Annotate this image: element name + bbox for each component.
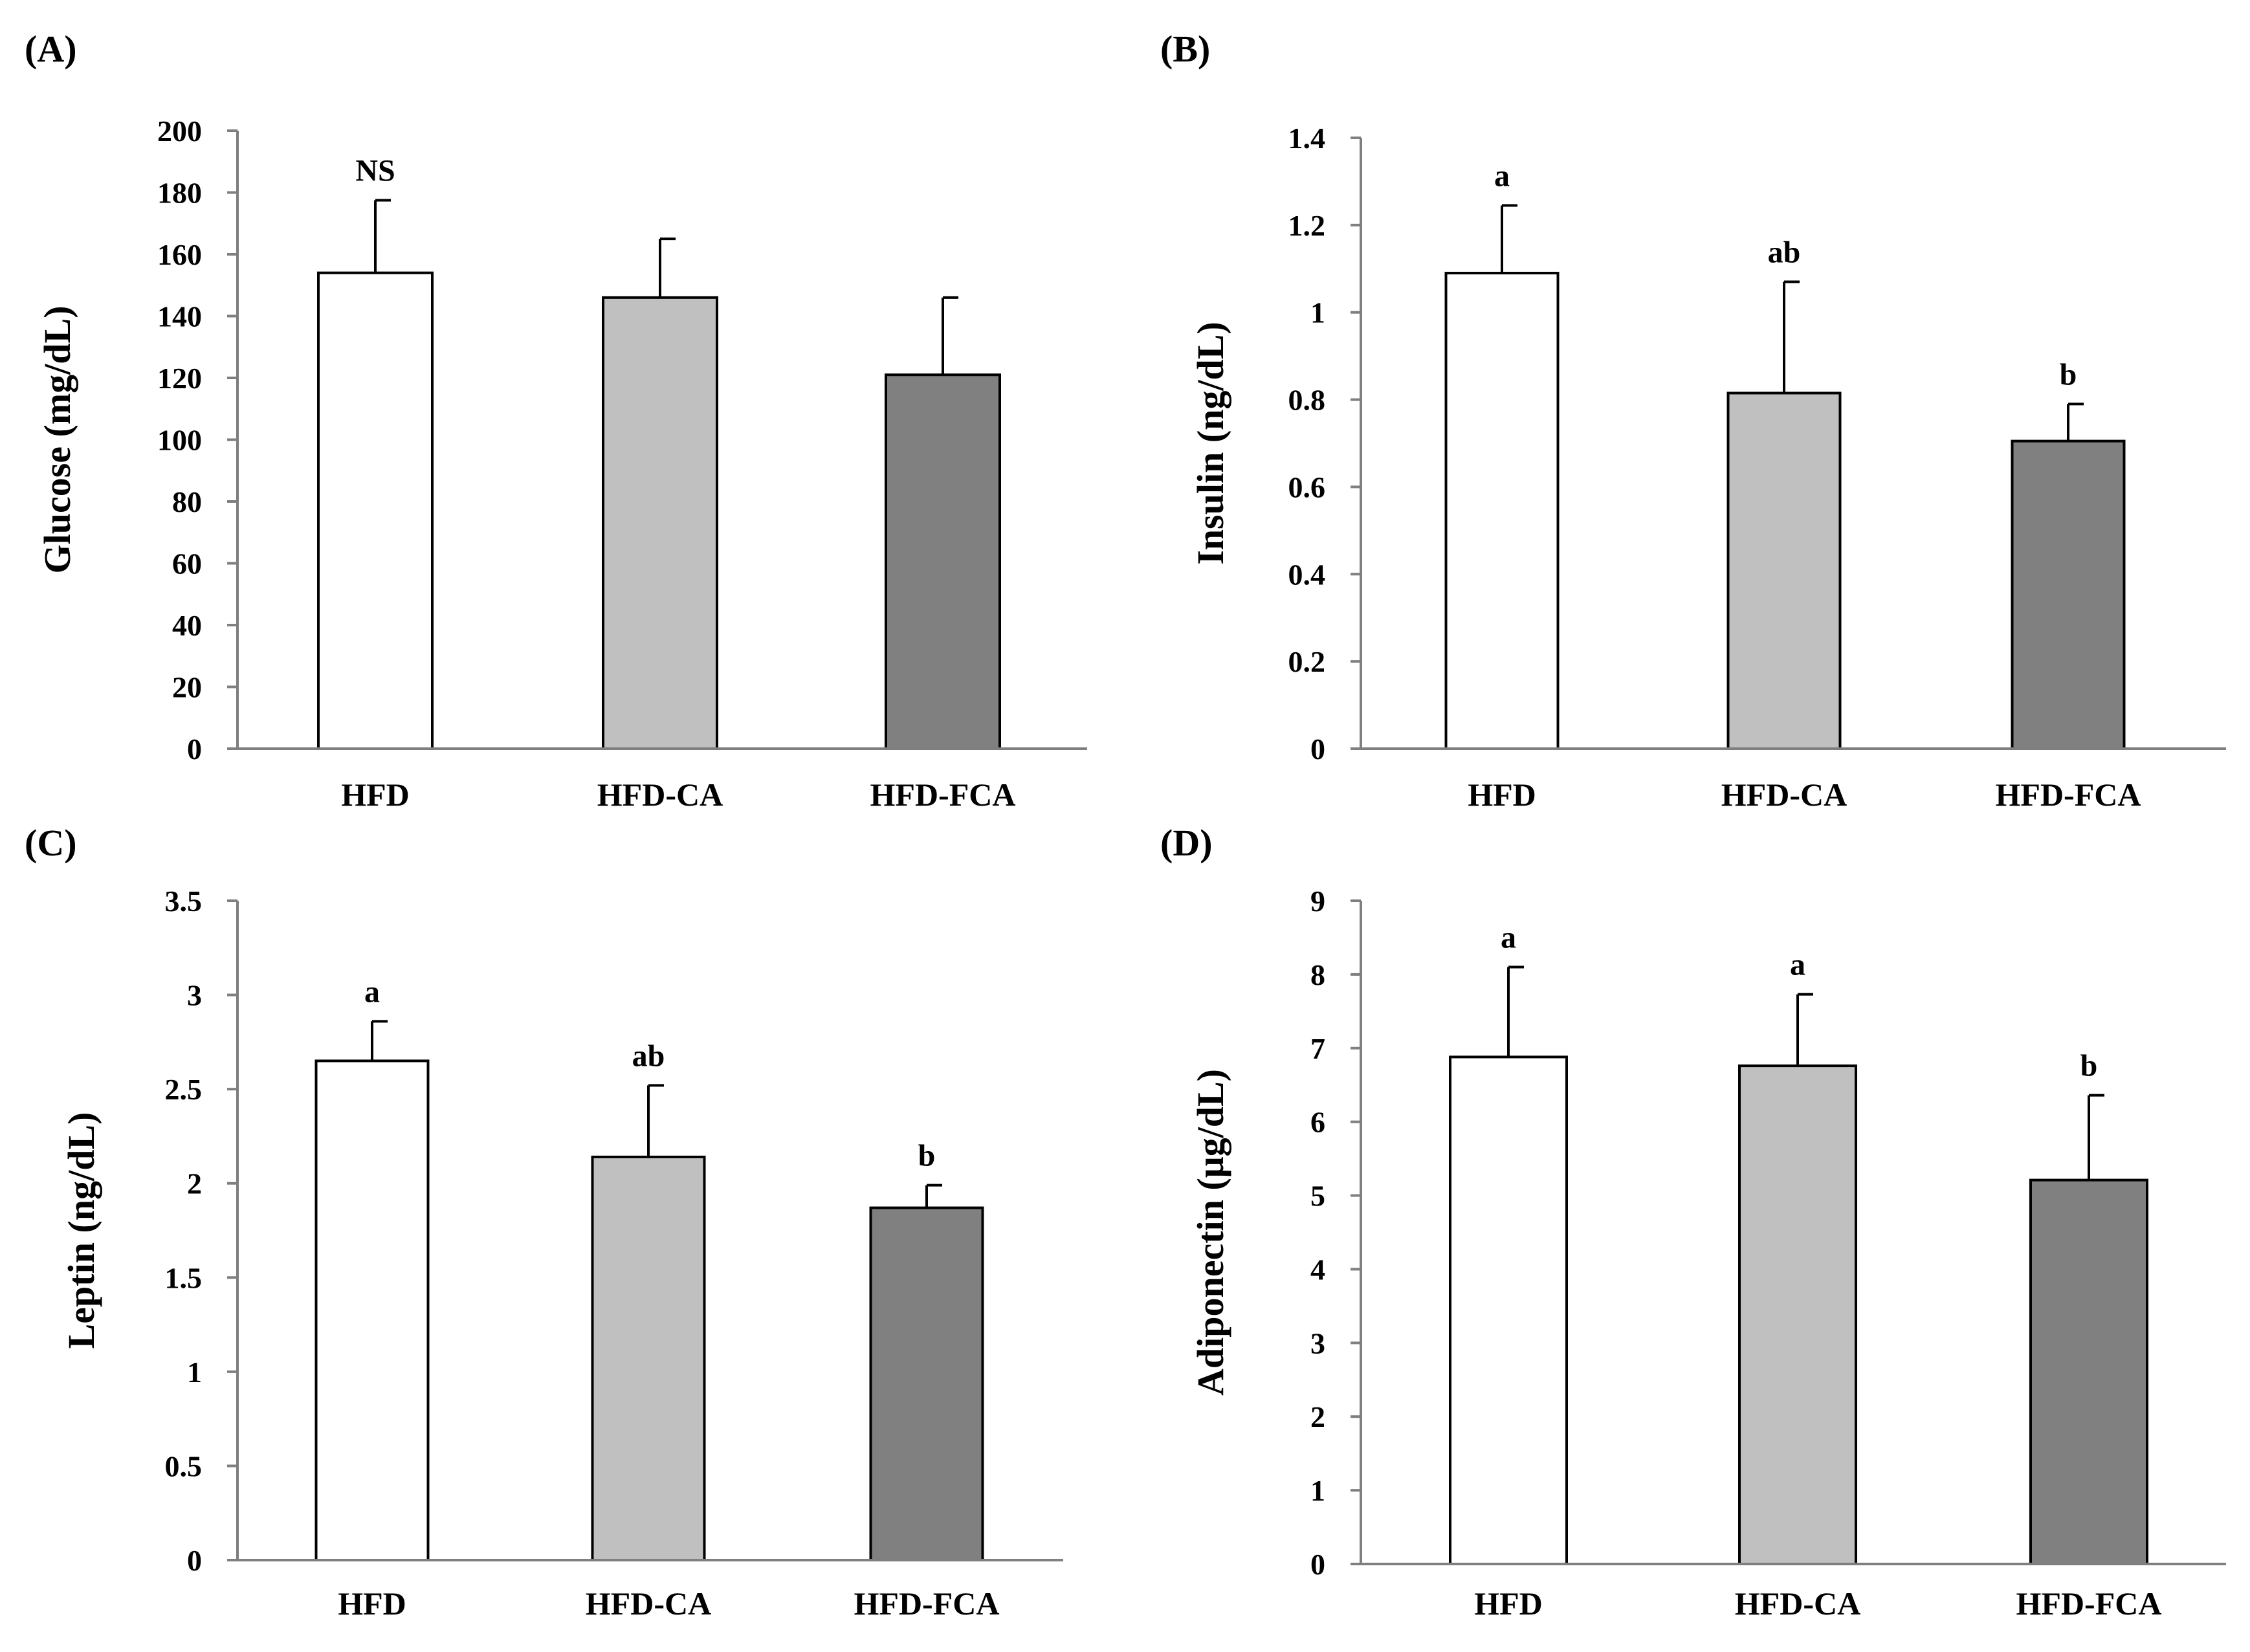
bar [602,296,718,751]
chart-panel-c: (C) Leptin (ng/dL) a HFD ab HFD-CA b HFD-FCA 0 0.… [25,822,1063,1622]
y-tick-label: 0.8 [1288,384,1326,417]
y-tick-label: 6 [1310,1106,1325,1139]
y-tick-label: 40 [172,609,202,642]
significance-label: NS [355,153,395,188]
y-axis-title: Leptin (ng/dL) [60,1112,102,1349]
y-tick-label: 2 [187,1167,202,1200]
x-tick-label: HFD-CA [1721,776,1847,813]
panel-label: (C) [25,822,77,864]
bar [1738,1064,1857,1565]
panel-label: (A) [25,28,77,70]
significance-label: a [1790,948,1805,982]
bar [885,373,1001,750]
y-axis-title: Insulin (ng/dL) [1189,322,1231,565]
x-tick-label: HFD [1474,1585,1543,1622]
bar [1449,1055,1568,1565]
y-tick-label: 0.2 [1288,645,1326,678]
y-tick-label: 1.4 [1288,122,1326,155]
y-tick-label: 5 [1310,1180,1325,1213]
significance-label: b [2080,1049,2098,1083]
bar [2029,1178,2148,1565]
x-tick-label: HFD [341,776,410,813]
y-tick-label: 1 [187,1356,202,1389]
x-tick-label: HFD-FCA [854,1585,1000,1622]
y-tick-label: 0 [187,1544,202,1577]
bar [869,1206,984,1561]
y-tick-label: 2.5 [165,1073,203,1106]
x-tick-label: HFD-CA [586,1585,711,1622]
y-tick-label: 80 [172,485,202,518]
y-tick-label: 140 [157,300,202,333]
bar [1726,391,1842,750]
y-tick-label: 3 [187,979,202,1012]
y-tick-label: 100 [157,424,202,457]
y-axis-title: Adiponectin (μg/dL) [1189,1069,1231,1396]
y-tick-label: 1 [1310,1474,1325,1507]
y-tick-label: 1 [1310,296,1325,329]
bar [591,1155,706,1562]
y-tick-label: 120 [157,362,202,395]
significance-label: b [918,1139,936,1173]
significance-label: a [364,975,380,1009]
bar [314,1059,430,1561]
y-tick-label: 1.2 [1288,209,1326,242]
chart-panel-b: (B) Insulin (ng/dL) a HFD ab HFD-CA b HFD-FCA 0 0… [1160,28,2226,813]
y-tick-label: 8 [1310,958,1325,991]
x-tick-label: HFD [1468,776,1536,813]
x-tick-label: HFD-FCA [1996,776,2141,813]
bar [1444,272,1560,750]
x-tick-label: HFD-FCA [870,776,1016,813]
x-tick-label: HFD [338,1585,406,1622]
significance-label: b [2060,357,2077,391]
y-tick-label: 7 [1310,1032,1325,1065]
y-tick-label: 20 [172,671,202,704]
y-tick-label: 0.4 [1288,558,1326,591]
significance-label: ab [1768,236,1801,270]
panel-label: (D) [1160,822,1213,864]
y-tick-label: 1.5 [165,1261,203,1294]
panel-label: (B) [1160,28,1210,70]
y-tick-label: 4 [1310,1253,1325,1286]
y-tick-label: 3.5 [165,885,203,918]
y-tick-label: 0 [187,732,202,765]
x-tick-label: HFD-FCA [2016,1585,2162,1622]
y-tick-label: 0 [1310,1548,1325,1581]
y-tick-label: 160 [157,238,202,271]
chart-panel-d: (D) Adiponectin (μg/dL) a HFD a HFD-CA b HFD-FC… [1160,822,2226,1622]
y-tick-label: 3 [1310,1327,1325,1360]
significance-label: a [1501,921,1516,955]
y-tick-label: 2 [1310,1400,1325,1433]
significance-label: a [1494,159,1510,193]
y-tick-label: 0.6 [1288,470,1326,503]
chart-panel-a: (A) Glucose (mg/dL) NS HFD HFD-CA HFD-FCA 0 20 4… [25,28,1087,813]
y-axis-title: Glucose (mg/dL) [36,305,78,573]
y-tick-label: 200 [157,115,202,148]
bar [317,271,434,750]
significance-label: ab [632,1039,665,1073]
y-tick-label: 180 [157,177,202,210]
y-tick-label: 9 [1310,885,1325,918]
bar [2011,439,2126,751]
x-tick-label: HFD-CA [1735,1585,1860,1622]
y-tick-label: 0.5 [165,1449,203,1482]
y-tick-label: 60 [172,547,202,580]
x-tick-label: HFD-CA [597,776,723,813]
y-tick-label: 0 [1310,732,1325,765]
